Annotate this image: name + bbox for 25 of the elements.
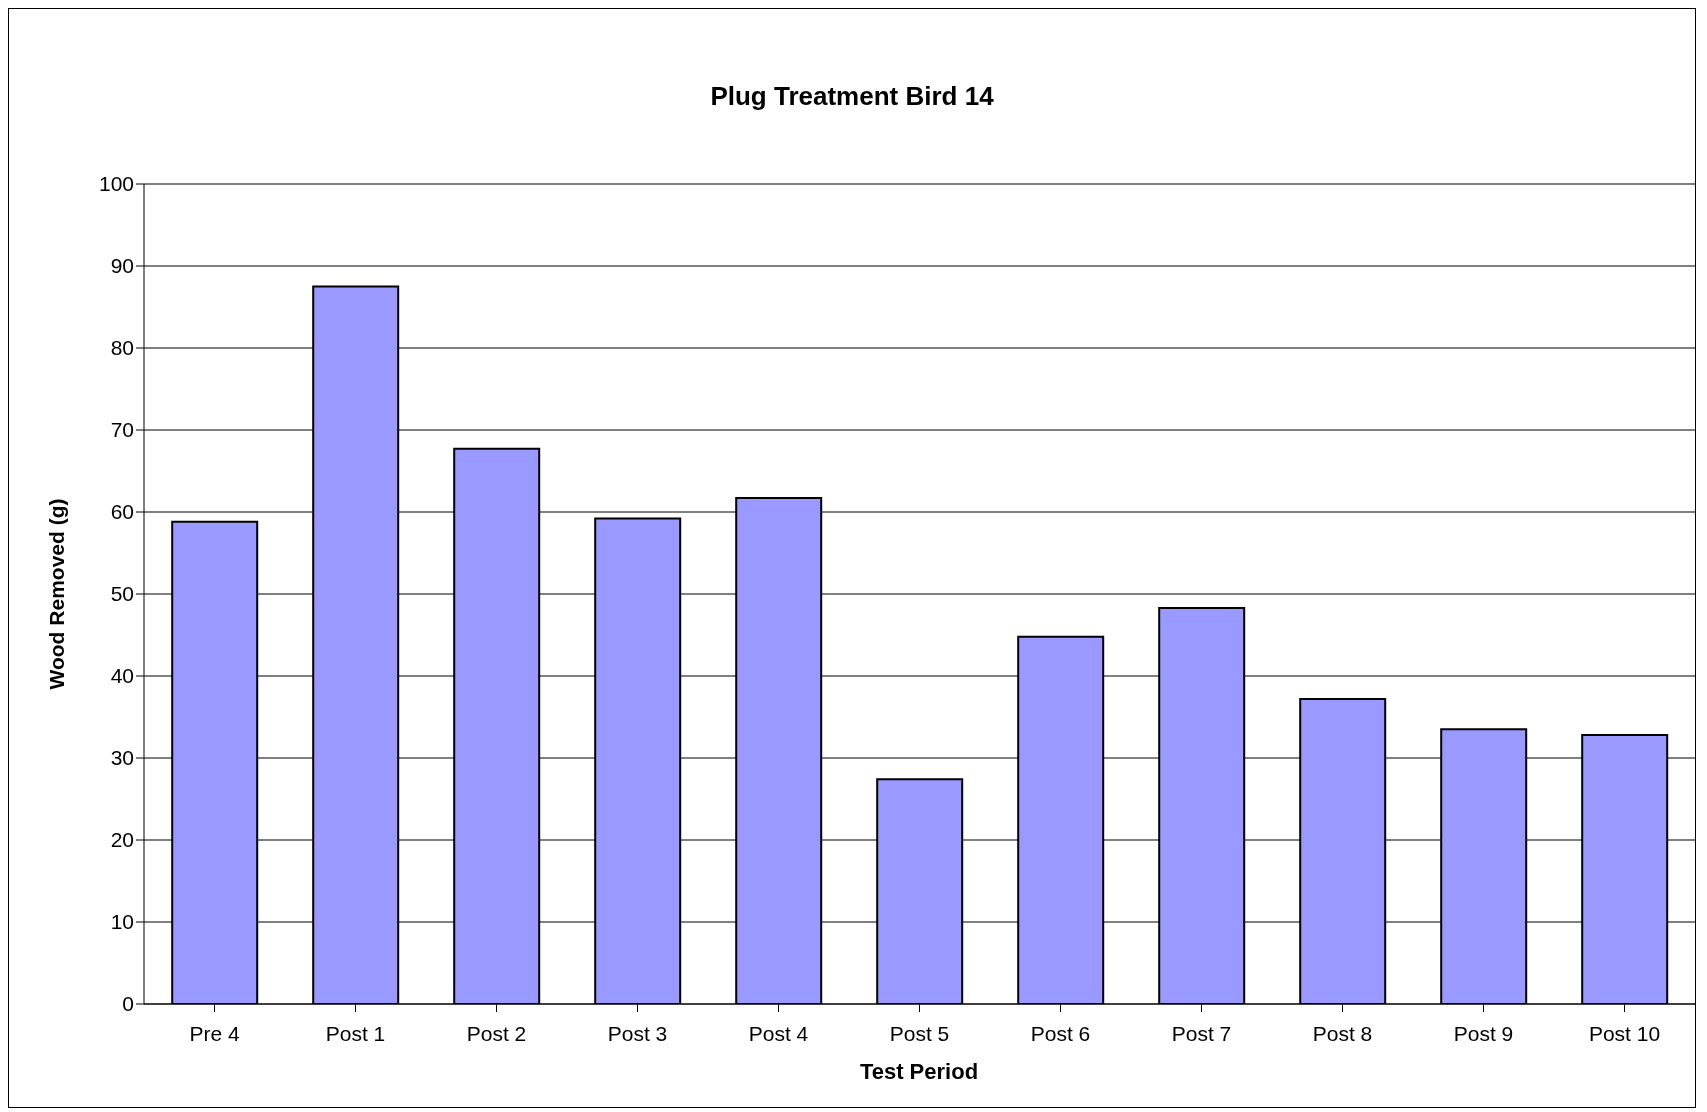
y-tick-label: 90 xyxy=(110,254,134,278)
x-tick-label: Post 5 xyxy=(889,1021,950,1045)
y-tick-label: 60 xyxy=(110,500,134,524)
y-tick-label: 30 xyxy=(110,746,134,770)
y-tick-label: 10 xyxy=(110,910,134,934)
y-axis-title: Wood Removed (g) xyxy=(45,498,69,690)
x-tick-label: Post 6 xyxy=(1030,1021,1091,1045)
x-tick-label: Post 7 xyxy=(1171,1021,1232,1045)
y-tick-label: 100 xyxy=(98,172,134,196)
x-axis-title: Test Period xyxy=(858,1059,980,1085)
y-tick-label: 70 xyxy=(110,418,134,442)
chart-title: Plug Treatment Bird 14 xyxy=(709,81,995,112)
x-tick-label: Post 4 xyxy=(748,1021,809,1045)
x-tick-label: Post 3 xyxy=(607,1021,668,1045)
y-tick-label: 80 xyxy=(110,336,134,360)
y-tick-label: 50 xyxy=(110,582,134,606)
x-tick-label: Post 2 xyxy=(466,1021,527,1045)
y-tick-label: 20 xyxy=(110,828,134,852)
x-tick-label: Post 10 xyxy=(1588,1021,1661,1045)
x-tick-label: Post 1 xyxy=(325,1021,386,1045)
x-tick-label: Post 8 xyxy=(1312,1021,1373,1045)
y-tick-label: 40 xyxy=(110,664,134,688)
x-tick-label: Post 9 xyxy=(1453,1021,1514,1045)
y-tick-label: 0 xyxy=(122,992,134,1016)
x-tick-label: Pre 4 xyxy=(189,1021,240,1045)
